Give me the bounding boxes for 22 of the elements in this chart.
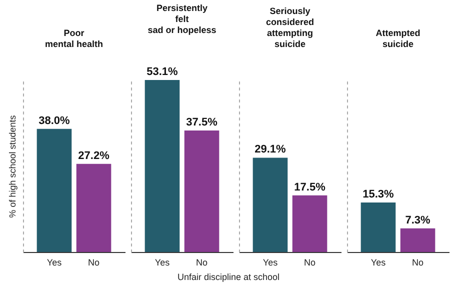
chart-title: Seriously considered attempting suicide: [266, 6, 314, 49]
data-label: 15.3%: [362, 188, 394, 200]
data-label: 7.3%: [405, 214, 431, 226]
data-label: 27.2%: [78, 150, 110, 162]
x-tick-label: Yes: [262, 258, 278, 268]
x-axis-title: Unfair discipline at school: [177, 272, 280, 282]
x-tick-label: Yes: [46, 258, 62, 268]
data-label: 53.1%: [146, 66, 178, 78]
data-label: 38.0%: [38, 114, 70, 127]
x-tick-label: No: [304, 258, 316, 268]
data-label: 29.1%: [254, 144, 286, 156]
data-label: 17.5%: [294, 181, 326, 194]
x-tick-label: Yes: [370, 258, 386, 268]
chart-title: Poor mental health: [44, 28, 104, 49]
y-axis-title: % of high school students: [8, 114, 18, 218]
chart-title: Persistently felt sad or hopeless: [148, 3, 216, 35]
x-tick-label: No: [88, 258, 100, 268]
chart-title: Attempted suicide: [376, 28, 420, 49]
x-tick-label: No: [196, 258, 208, 268]
data-label: 37.5%: [186, 116, 218, 129]
x-tick-label: Yes: [154, 258, 170, 268]
x-tick-label: No: [412, 258, 424, 268]
